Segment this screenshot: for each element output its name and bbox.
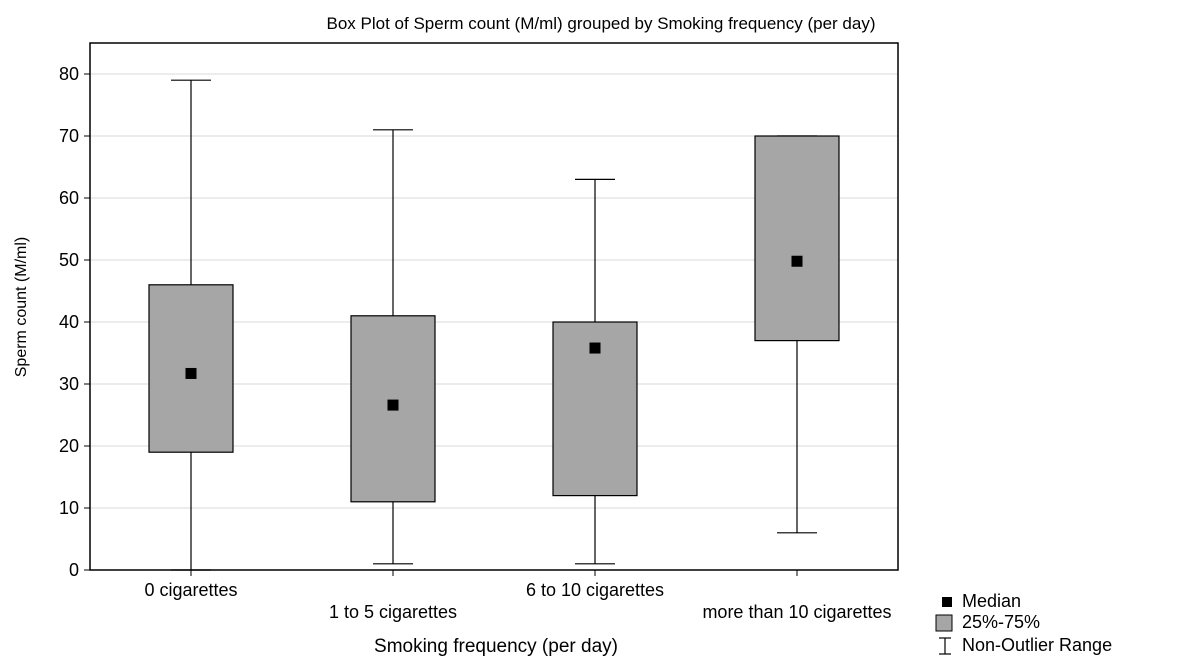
x-axis-ticks: 0 cigarettes 1 to 5 cigarettes 6 to 10 cig… <box>144 570 892 622</box>
box-series <box>148 79 840 571</box>
median-marker <box>387 399 399 411</box>
plot-frame <box>89 42 899 571</box>
x-tick-label: 6 to 10 cigarettes <box>526 580 664 600</box>
x-axis-label: Smoking frequency (per day) <box>374 636 618 657</box>
y-tick-label: 20 <box>59 436 79 456</box>
y-axis-label: Sperm count (M/ml) <box>13 237 30 377</box>
y-tick-label: 10 <box>59 498 79 518</box>
median-marker <box>589 342 601 354</box>
legend-whisker-symbol <box>939 637 951 655</box>
box-1 <box>148 79 234 571</box>
iqr-box <box>754 135 840 342</box>
median-marker <box>791 255 803 267</box>
legend-box-symbol <box>935 614 953 632</box>
x-tick-label: 0 cigarettes <box>144 580 237 600</box>
median-marker <box>185 367 197 379</box>
y-tick-label: 40 <box>59 312 79 332</box>
legend-median-symbol <box>942 597 952 607</box>
y-tick-label: 30 <box>59 374 79 394</box>
box-4 <box>754 135 840 534</box>
x-tick-label: 1 to 5 cigarettes <box>329 602 457 622</box>
y-tick-label: 60 <box>59 188 79 208</box>
box-2 <box>350 129 436 565</box>
y-tick-label: 50 <box>59 250 79 270</box>
chart-legend: Median 25%-75% Non-Outlier Range <box>935 591 1112 655</box>
y-axis-ticks: 0 10 20 30 40 50 60 70 80 <box>59 64 90 580</box>
legend-median-label: Median <box>962 591 1021 611</box>
y-tick-label: 70 <box>59 126 79 146</box>
y-tick-label: 0 <box>69 560 79 580</box>
legend-whisker-label: Non-Outlier Range <box>962 635 1112 655</box>
chart-title: Box Plot of Sperm count (M/ml) grouped b… <box>327 14 876 33</box>
y-tick-label: 80 <box>59 64 79 84</box>
box-3 <box>552 178 638 565</box>
legend-box-label: 25%-75% <box>962 612 1040 632</box>
x-tick-label: more than 10 cigarettes <box>702 602 891 622</box>
